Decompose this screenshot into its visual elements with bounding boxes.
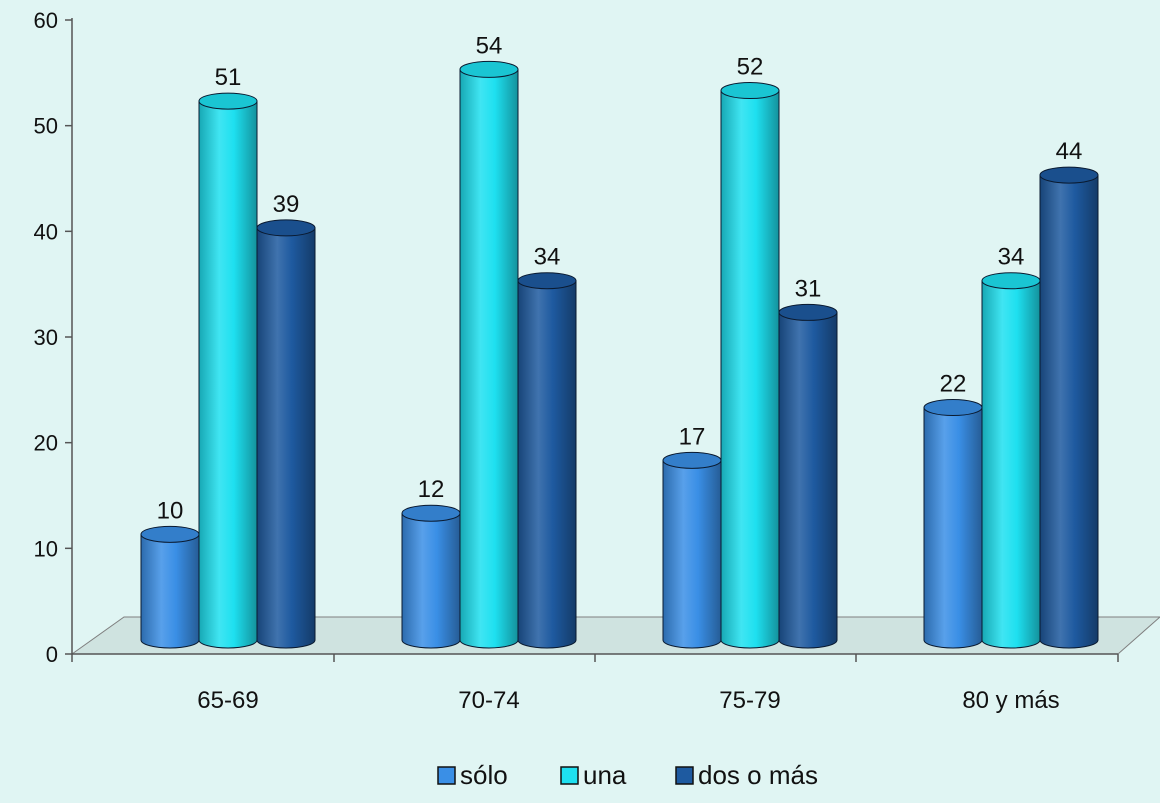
bar-dos-o-m-s-75-79-cap — [778, 303, 838, 321]
bar-dos-o-m-s-65-69 — [256, 219, 316, 649]
bar-una-80-y-m-s — [981, 272, 1041, 649]
legend-swatch-s-lo — [437, 766, 456, 785]
bar-una-65-69-body — [198, 100, 258, 649]
bar-s-lo-65-69-body — [140, 533, 200, 649]
bar-una-65-69-cap — [198, 92, 258, 110]
y-tick-label-30: 30 — [34, 325, 58, 350]
data-label-s-lo-65-69: 10 — [157, 497, 184, 524]
bar-una-70-74-cap — [459, 60, 519, 78]
data-label-dos-o-m-s-70-74: 34 — [534, 244, 561, 271]
legend-label-una: una — [583, 760, 627, 790]
bar-una-70-74 — [459, 60, 519, 649]
bar-dos-o-m-s-80-y-m-s — [1039, 166, 1099, 649]
bar-s-lo-75-79-body — [662, 459, 722, 649]
bar-dos-o-m-s-80-y-m-s-cap — [1039, 166, 1099, 184]
bar-dos-o-m-s-65-69-body — [256, 227, 316, 649]
x-tick-label-75-79: 75-79 — [719, 687, 780, 714]
data-label-dos-o-m-s-80-y-m-s: 44 — [1056, 138, 1083, 165]
data-label-una-75-79: 52 — [737, 54, 764, 81]
data-label-s-lo-80-y-m-s: 22 — [940, 371, 967, 398]
legend-label-s-lo: sólo — [460, 760, 508, 790]
bar-dos-o-m-s-80-y-m-s-body — [1039, 174, 1099, 649]
data-label-s-lo-75-79: 17 — [679, 423, 706, 450]
bar-s-lo-70-74-cap — [401, 504, 461, 522]
bar-s-lo-65-69 — [140, 525, 200, 649]
bar-s-lo-75-79-cap — [662, 451, 722, 469]
bar-una-70-74-body — [459, 68, 519, 649]
bar-dos-o-m-s-70-74 — [517, 272, 577, 649]
bar-s-lo-70-74 — [401, 504, 461, 649]
data-label-s-lo-70-74: 12 — [418, 476, 445, 503]
data-label-dos-o-m-s-65-69: 39 — [273, 191, 300, 218]
data-label-una-70-74: 54 — [476, 32, 503, 59]
x-tick-label-80-y-m-s: 80 y más — [962, 687, 1059, 714]
bar-una-75-79-cap — [720, 82, 780, 100]
bar-una-80-y-m-s-body — [981, 280, 1041, 649]
legend-swatch-una — [560, 766, 579, 785]
bar-s-lo-80-y-m-s — [923, 399, 983, 649]
bar-s-lo-80-y-m-s-body — [923, 407, 983, 649]
data-label-una-65-69: 51 — [215, 64, 242, 91]
y-tick-label-50: 50 — [34, 114, 58, 139]
x-tick-label-70-74: 70-74 — [458, 687, 519, 714]
bar-una-75-79 — [720, 82, 780, 649]
legend-label-dos-o-m-s: dos o más — [698, 760, 818, 790]
y-tick-label-20: 20 — [34, 431, 58, 456]
bar-dos-o-m-s-70-74-cap — [517, 272, 577, 290]
bar-s-lo-75-79 — [662, 451, 722, 649]
legend-swatch-dos-o-m-s — [675, 766, 694, 785]
bar-dos-o-m-s-75-79-body — [778, 311, 838, 649]
bar-una-80-y-m-s-cap — [981, 272, 1041, 290]
data-label-una-80-y-m-s: 34 — [998, 244, 1025, 271]
bar-dos-o-m-s-65-69-cap — [256, 219, 316, 237]
y-tick-label-0: 0 — [46, 642, 58, 667]
bar-dos-o-m-s-70-74-body — [517, 280, 577, 649]
y-tick-label-10: 10 — [34, 536, 58, 561]
y-tick-label-40: 40 — [34, 219, 58, 244]
x-tick-label-65-69: 65-69 — [197, 687, 258, 714]
bar-una-65-69 — [198, 92, 258, 649]
bar-s-lo-70-74-body — [401, 512, 461, 649]
bar-s-lo-80-y-m-s-cap — [923, 399, 983, 417]
bar-s-lo-65-69-cap — [140, 525, 200, 543]
bar-una-75-79-body — [720, 90, 780, 649]
data-label-dos-o-m-s-75-79: 31 — [795, 275, 822, 302]
bar-dos-o-m-s-75-79 — [778, 303, 838, 649]
y-tick-label-60: 60 — [34, 8, 58, 33]
